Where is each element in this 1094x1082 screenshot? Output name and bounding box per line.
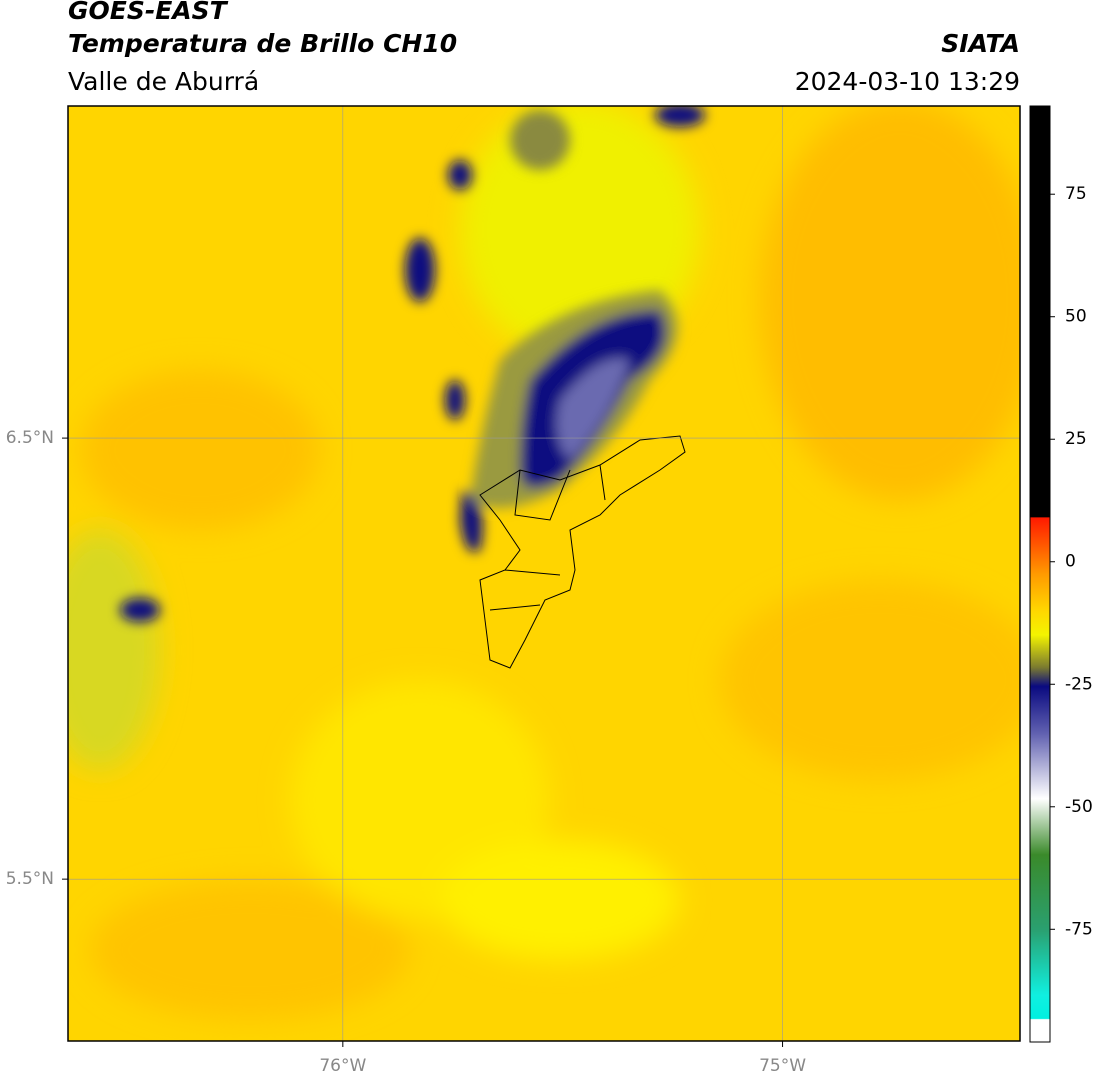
colorbar [1029,105,1051,1043]
colorbar-tick-label: 50 [1065,307,1087,327]
y-tick-label: 6.5°N [6,428,54,448]
colorbar-tick-label: 25 [1065,429,1087,449]
source: SIATA [941,29,1020,58]
x-tick-label: 76°W [319,1056,366,1076]
subtitle: Temperatura de Brillo CH10 [68,29,457,58]
datetime: 2024-03-10 13:29 [795,67,1020,96]
colorbar-tick-label: -75 [1065,919,1093,939]
colorbar-tick-label: -25 [1065,674,1093,694]
colorbar-tick-label: 0 [1065,552,1076,572]
satellite-image [68,106,1020,1041]
colorbar-tick-label: 75 [1065,184,1087,204]
colorbar-tick-label: -50 [1065,797,1093,817]
title: GOES-EAST [68,0,229,25]
region: Valle de Aburrá [68,67,259,96]
map-frame [67,105,1021,1042]
x-tick-label: 75°W [759,1056,806,1076]
y-tick-label: 5.5°N [6,869,54,889]
